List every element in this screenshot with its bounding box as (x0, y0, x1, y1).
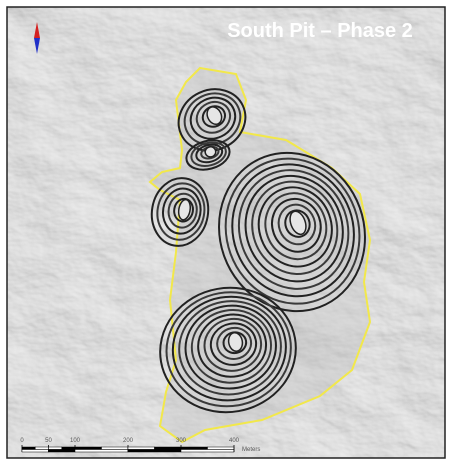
scale-unit: Meters (242, 447, 260, 453)
scale-segment (48, 446, 62, 450)
scale-segment (74, 449, 129, 453)
scale-label: 300 (176, 438, 187, 444)
scale-segment (101, 446, 129, 450)
bench-contour (150, 177, 210, 247)
bench-contour (171, 295, 287, 402)
bench-contour (195, 143, 224, 164)
bench-contour (224, 157, 361, 305)
bench-contour (161, 187, 202, 235)
scale-segment (180, 446, 208, 450)
scale-segment (21, 449, 49, 453)
scale-segment (35, 446, 49, 450)
bench-contour (216, 326, 253, 360)
bench-contour (237, 169, 350, 290)
scale-segment (21, 446, 36, 450)
north-arrow (34, 22, 40, 54)
bench-contour (167, 192, 198, 229)
pit-floor (206, 106, 223, 125)
pit-floor (227, 331, 244, 352)
bench-contour (190, 141, 227, 167)
bench-contour (231, 163, 355, 298)
bench-contour (184, 304, 277, 390)
bench-contour (195, 100, 232, 134)
north-arrow-north (34, 22, 40, 38)
bench-contour (165, 291, 292, 408)
map-frame (6, 6, 446, 459)
bench-contour (218, 151, 366, 313)
pit-floor (204, 146, 217, 158)
pit-floor (177, 198, 192, 221)
north-arrow-south (34, 38, 40, 54)
bench-contour (257, 186, 333, 268)
scale-segment (127, 446, 155, 450)
scale-segment (154, 446, 182, 450)
scale-segment (127, 449, 182, 453)
map-area (7, 7, 445, 458)
bench-contour (277, 203, 317, 246)
pit-floor (289, 210, 307, 236)
bench-contour (159, 286, 297, 414)
scale-segment (61, 446, 76, 450)
bench-contour (189, 96, 237, 140)
bench-contour (156, 182, 206, 241)
scale-label: 100 (70, 438, 81, 444)
bench-contour (251, 180, 339, 275)
pit-contours (150, 88, 366, 414)
scale-segment (207, 446, 235, 450)
scale-label: 200 (123, 438, 134, 444)
scale-label: 0 (20, 438, 24, 444)
bench-contour (244, 174, 344, 283)
bench-contour (178, 300, 282, 396)
map-title: South Pit – Phase 2 (227, 20, 413, 42)
scale-label: 50 (45, 438, 52, 444)
bench-contour (203, 317, 263, 372)
scale-segment (180, 449, 235, 453)
bench-contour (209, 322, 258, 366)
scale-segment (74, 446, 102, 450)
bench-contour (185, 139, 231, 171)
bench-contour (197, 313, 268, 378)
bench-contour (284, 209, 311, 238)
bench-contour (264, 192, 328, 261)
bench-contour (271, 197, 322, 253)
bench-contour (190, 309, 272, 384)
scale-label: 400 (229, 438, 240, 444)
scale-segment (48, 449, 76, 453)
